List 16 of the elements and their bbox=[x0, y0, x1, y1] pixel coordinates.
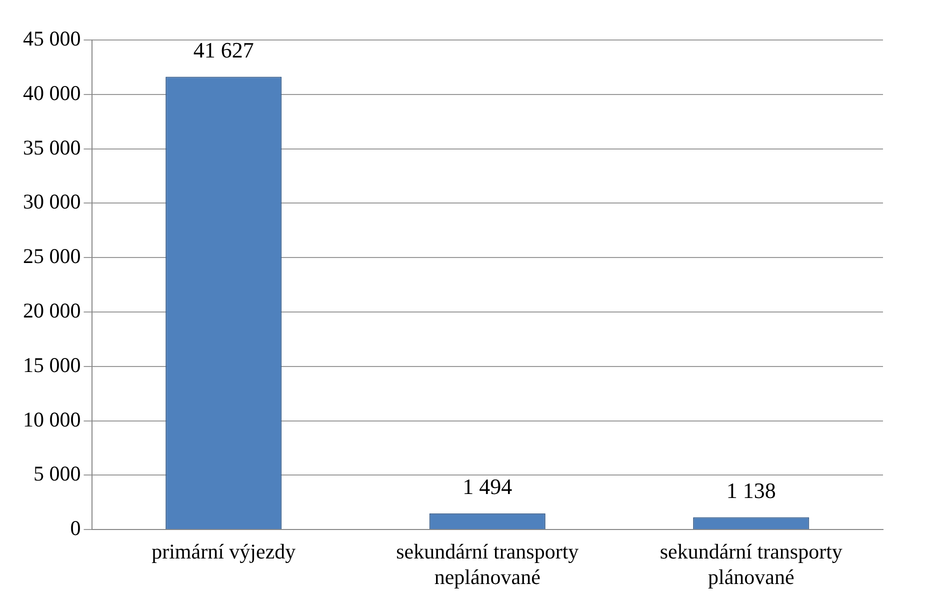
y-tick-label: 35 000 bbox=[23, 135, 81, 160]
y-tick-label: 20 000 bbox=[23, 298, 81, 323]
data-label: 1 494 bbox=[462, 474, 512, 500]
y-tick-label: 25 000 bbox=[23, 244, 81, 268]
data-label: 41 627 bbox=[193, 37, 254, 62]
data-label: 1 138 bbox=[726, 478, 776, 503]
y-tick-label: 45 000 bbox=[23, 26, 81, 51]
y-tick-label: 0 bbox=[70, 516, 81, 540]
x-tick-label: primární výjezdy bbox=[152, 540, 296, 564]
x-tick-label: sekundární transporty neplánované bbox=[396, 540, 580, 589]
y-tick-label: 30 000 bbox=[23, 190, 81, 214]
y-tick-label: 40 000 bbox=[23, 80, 81, 105]
y-tick-label: 10 000 bbox=[23, 407, 81, 432]
y-tick-label: 15 000 bbox=[23, 352, 81, 377]
x-tick-label: sekundární transporty plánované bbox=[660, 540, 843, 589]
y-tick-label: 5 000 bbox=[34, 462, 81, 486]
